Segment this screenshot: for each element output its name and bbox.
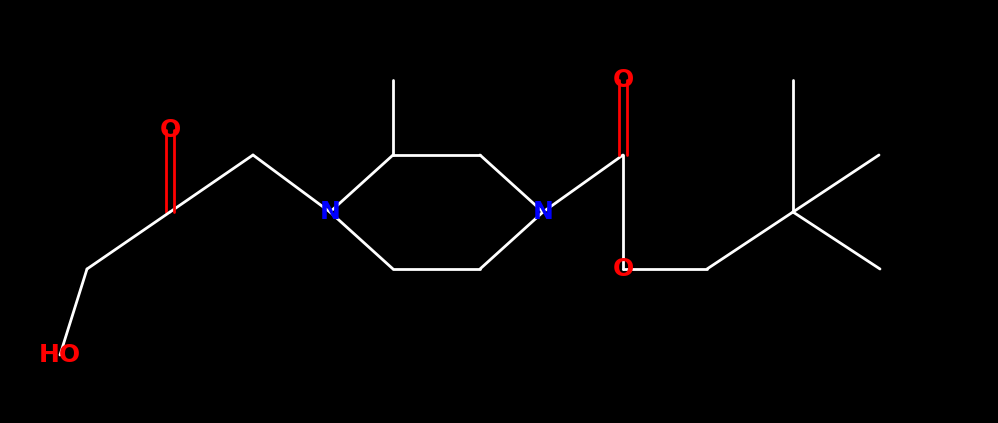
Text: O: O — [613, 257, 634, 281]
Text: O: O — [160, 118, 181, 142]
Text: HO: HO — [39, 343, 81, 367]
Text: N: N — [533, 200, 554, 224]
Text: N: N — [319, 200, 340, 224]
Text: O: O — [613, 68, 634, 92]
